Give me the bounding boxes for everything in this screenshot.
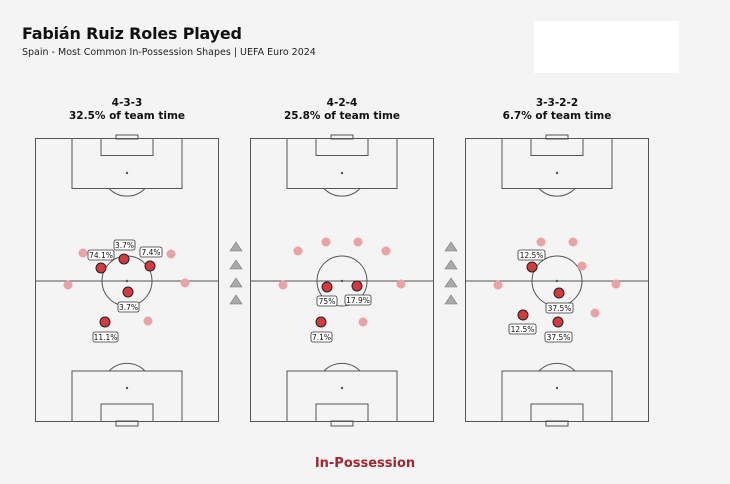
player-dot [517,309,529,321]
player-dot [351,280,363,292]
pitch-4-3-3: 74.1% 3.7% 7.4% 3.7% 11.1% [35,134,219,427]
player-dot [526,261,538,273]
role-label: 3.7% [117,301,140,313]
svg-text:7.1%: 7.1% [312,333,331,342]
role-label: 12.5% [517,249,546,261]
page-title: Fabián Ruiz Roles Played [22,24,242,43]
player-dot [315,316,327,328]
role-label: 11.1% [92,331,119,343]
player-dot [99,316,111,328]
direction-triangle-icon [444,241,458,252]
role-label: 74.1% [87,249,115,261]
svg-text:17.9%: 17.9% [346,296,370,305]
formation-name: 4-2-4 [326,97,358,109]
svg-text:11.1%: 11.1% [94,333,118,342]
svg-text:12.5%: 12.5% [511,325,535,334]
direction-arrows-left [229,241,243,305]
formation-name: 4-3-3 [111,97,143,109]
player-dot [553,287,565,299]
svg-text:74.1%: 74.1% [89,251,113,260]
formation-team-time: 25.8% of team time [283,110,401,122]
pitch-3-3-2-2: 12.5% 37.5% 12.5% 37.5% [465,134,649,427]
formation-name: 3-3-2-2 [535,97,579,109]
svg-text:75%: 75% [319,297,336,306]
direction-triangle-icon [444,259,458,270]
direction-triangle-icon [229,294,243,305]
role-label: 12.5% [508,323,537,335]
formation-team-time: 32.5% of team time [68,110,186,122]
direction-triangle-icon [229,259,243,270]
formation-header-1: 4-3-3 32.5% of team time [32,97,222,122]
role-label: 7.1% [310,331,333,343]
svg-text:7.4%: 7.4% [141,248,160,257]
faded-player-dots [493,237,621,318]
direction-arrows-right [444,241,458,305]
footer-label: In-Possession [314,456,416,471]
logo-placeholder [534,21,679,73]
role-label: 3.7% [113,239,136,251]
page-subtitle: Spain - Most Common In-Possession Shapes… [22,47,316,58]
svg-text:37.5%: 37.5% [547,333,571,342]
role-label: 17.9% [344,294,372,306]
svg-text:12.5%: 12.5% [520,251,544,260]
direction-triangle-icon [229,277,243,288]
svg-text:3.7%: 3.7% [119,303,138,312]
role-label: 7.4% [139,246,163,258]
player-dot [321,281,333,293]
direction-triangle-icon [229,241,243,252]
formation-header-2: 4-2-4 25.8% of team time [247,97,437,122]
player-dot [95,262,107,274]
player-dot [144,260,156,272]
faded-player-dots [278,237,406,327]
player-dot [552,316,564,328]
direction-triangle-icon [444,277,458,288]
player-dot [122,286,134,298]
player-dot [118,253,130,265]
formation-team-time: 6.7% of team time [502,110,612,122]
svg-text:3.7%: 3.7% [115,241,134,250]
role-label: 37.5% [544,331,573,343]
role-label: 37.5% [545,302,574,314]
formation-header-3: 3-3-2-2 6.7% of team time [462,97,652,122]
svg-text:37.5%: 37.5% [548,304,572,313]
pitch-4-2-4: 75% 17.9% 7.1% [250,134,434,427]
faded-player-dots [63,248,190,326]
direction-triangle-icon [444,294,458,305]
role-label: 75% [316,295,338,307]
